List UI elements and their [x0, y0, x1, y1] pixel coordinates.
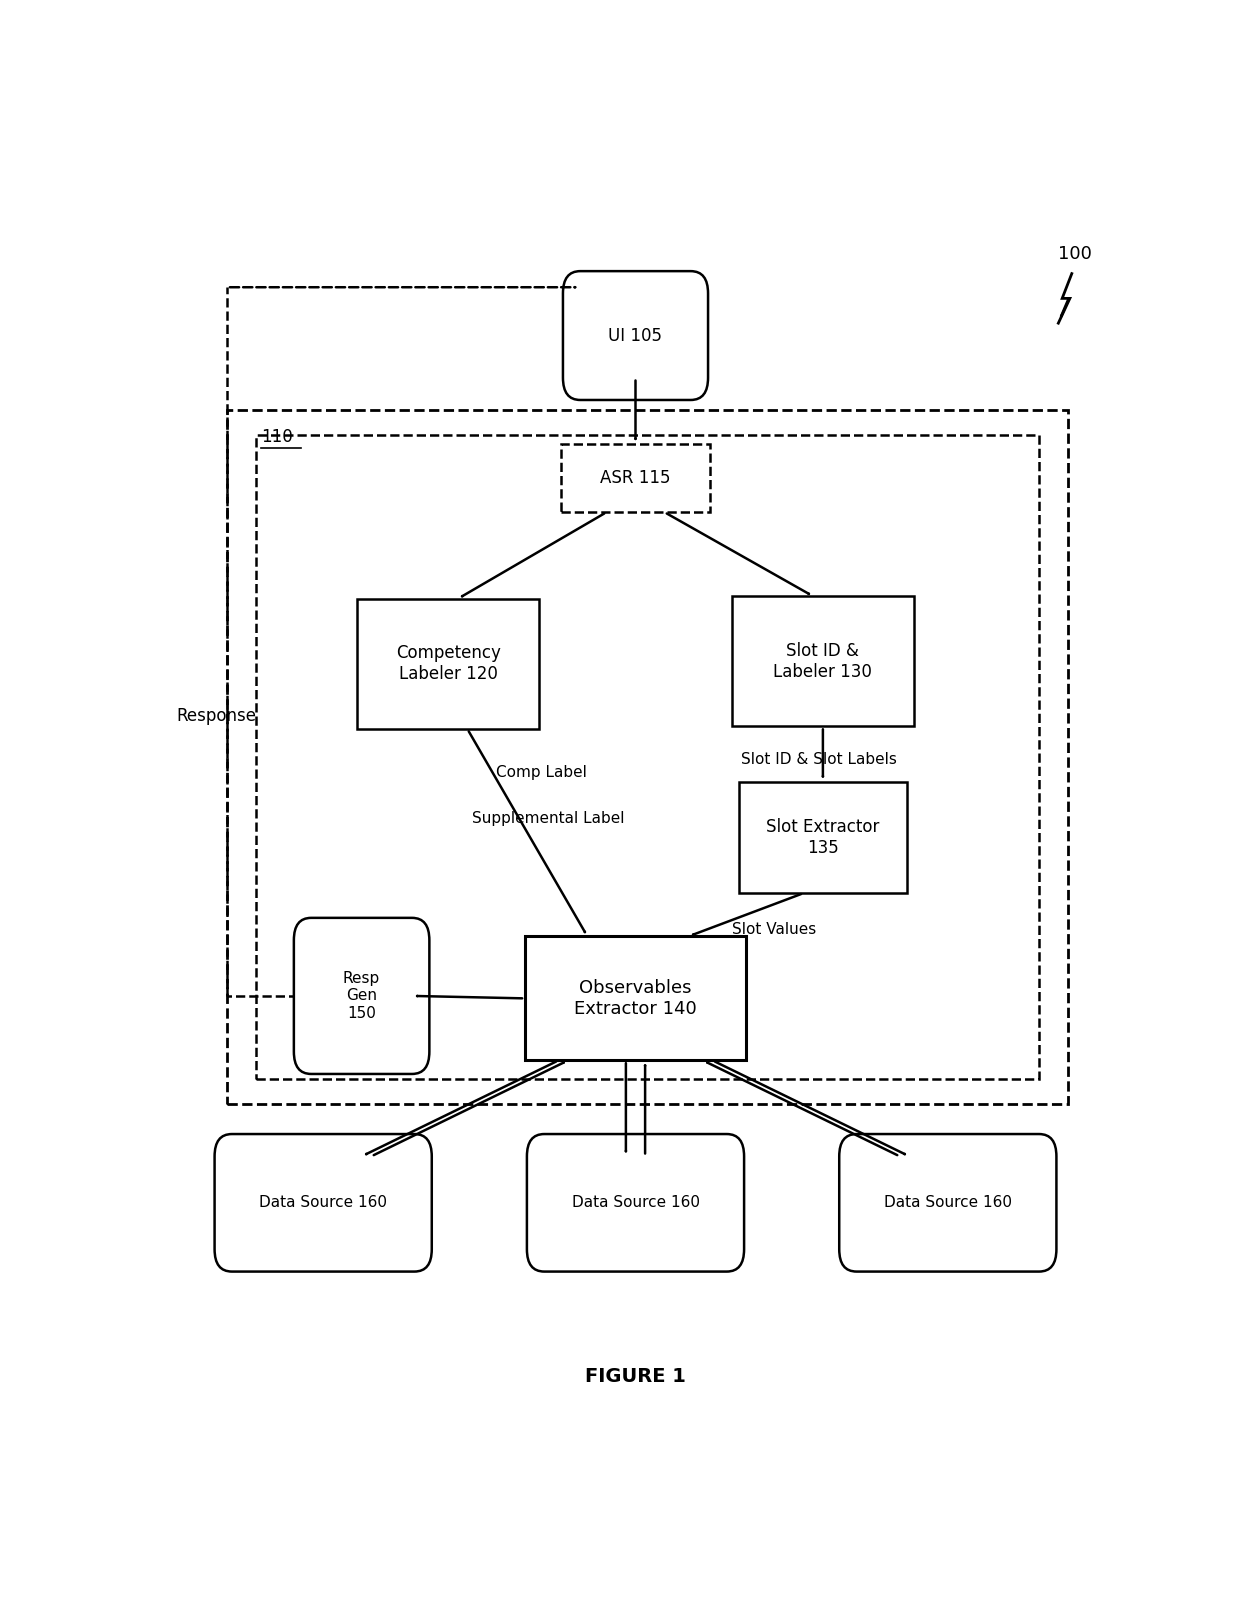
Text: Response: Response	[176, 706, 257, 726]
FancyBboxPatch shape	[732, 597, 914, 726]
FancyBboxPatch shape	[215, 1134, 432, 1271]
FancyBboxPatch shape	[525, 936, 746, 1060]
Text: Competency
Labeler 120: Competency Labeler 120	[396, 645, 501, 684]
Text: 110: 110	[260, 428, 293, 446]
Text: Slot Extractor
135: Slot Extractor 135	[766, 817, 879, 856]
Text: UI 105: UI 105	[609, 327, 662, 344]
Text: ASR 115: ASR 115	[600, 470, 671, 488]
Text: Resp
Gen
150: Resp Gen 150	[343, 970, 381, 1020]
FancyBboxPatch shape	[560, 444, 711, 512]
FancyBboxPatch shape	[527, 1134, 744, 1271]
Text: FIGURE 1: FIGURE 1	[585, 1366, 686, 1385]
Text: Slot Values: Slot Values	[732, 922, 816, 936]
Text: Slot ID &
Labeler 130: Slot ID & Labeler 130	[774, 642, 872, 681]
Text: Data Source 160: Data Source 160	[259, 1195, 387, 1210]
Text: 100: 100	[1058, 245, 1092, 264]
Text: Comp Label: Comp Label	[496, 766, 587, 780]
Text: Data Source 160: Data Source 160	[884, 1195, 1012, 1210]
FancyBboxPatch shape	[839, 1134, 1056, 1271]
Text: Data Source 160: Data Source 160	[572, 1195, 699, 1210]
FancyBboxPatch shape	[294, 917, 429, 1073]
Text: Slot ID & Slot Labels: Slot ID & Slot Labels	[742, 751, 897, 767]
FancyBboxPatch shape	[563, 272, 708, 401]
Text: Observables
Extractor 140: Observables Extractor 140	[574, 978, 697, 1018]
Text: Supplemental Label: Supplemental Label	[472, 811, 625, 827]
FancyBboxPatch shape	[357, 599, 539, 729]
FancyBboxPatch shape	[739, 782, 906, 893]
